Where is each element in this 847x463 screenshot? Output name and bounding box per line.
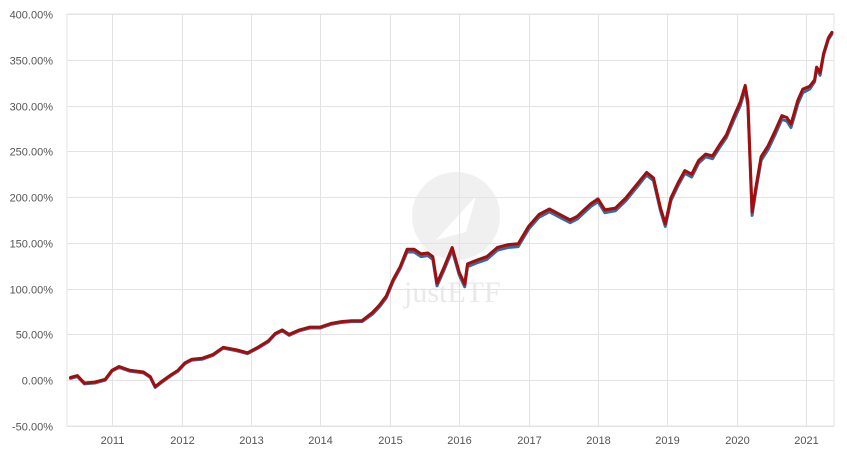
y-tick-label: 300.00% bbox=[10, 102, 54, 114]
x-tick-label: 2013 bbox=[239, 435, 263, 447]
x-axis-ticks: 2011 2012 2013 2014 2015 2016 2017 2018 2019 2020… bbox=[101, 435, 819, 447]
x-tick-label: 2018 bbox=[586, 435, 610, 447]
y-tick-label: 250.00% bbox=[10, 147, 54, 159]
x-tick-label: 2015 bbox=[378, 435, 402, 447]
justetf-watermark: justETF bbox=[403, 172, 501, 309]
y-tick-label: -50.00% bbox=[12, 422, 53, 434]
x-tick-label: 2017 bbox=[517, 435, 541, 447]
x-tick-label: 2019 bbox=[655, 435, 679, 447]
y-tick-label: 100.00% bbox=[10, 285, 54, 297]
y-tick-label: 50.00% bbox=[16, 330, 54, 342]
x-tick-label: 2014 bbox=[308, 435, 332, 447]
grid-lines bbox=[66, 13, 835, 427]
x-tick-label: 2020 bbox=[725, 435, 749, 447]
series-lines bbox=[69, 30, 834, 389]
series-line-2 bbox=[69, 30, 834, 389]
x-tick-label: 2021 bbox=[794, 435, 818, 447]
watermark-text: justETF bbox=[403, 276, 501, 309]
y-tick-label: 150.00% bbox=[10, 239, 54, 251]
watermark-disc bbox=[412, 172, 500, 260]
x-tick-label: 2011 bbox=[101, 435, 125, 447]
y-tick-label: 200.00% bbox=[10, 193, 54, 205]
y-tick-label: 0.00% bbox=[22, 376, 53, 388]
y-tick-label: 400.00% bbox=[10, 10, 54, 22]
x-tick-label: 2012 bbox=[170, 435, 194, 447]
y-tick-label: 350.00% bbox=[10, 56, 54, 68]
watermark-arrow-icon bbox=[436, 196, 476, 240]
x-tick-label: 2016 bbox=[447, 435, 471, 447]
y-axis-ticks: -50.00% 0.00% 50.00% 100.00% 150.00% 200.00% 2… bbox=[10, 10, 54, 434]
